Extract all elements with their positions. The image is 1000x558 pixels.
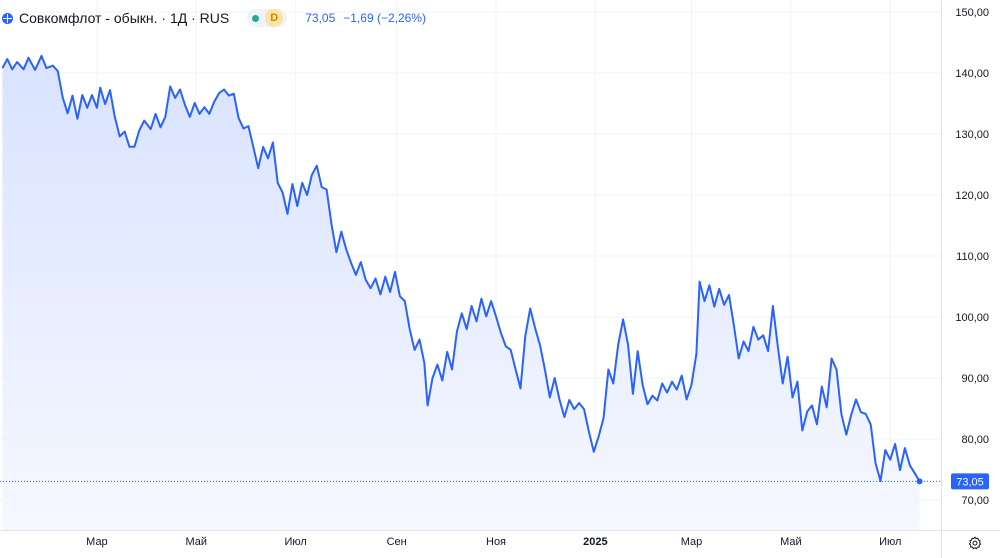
y-tick-label: 120,00 [955, 190, 989, 202]
price-change-value: −1,69 (−2,26%) [343, 11, 426, 25]
x-tick-label: Июл [284, 536, 306, 548]
x-tick-label: Мар [681, 536, 703, 548]
x-tick-label: Мар [86, 536, 108, 548]
time-axis[interactable]: Мар Май Июл Сен Ноя 2025 Мар Май Июл [0, 530, 1000, 549]
price-area-fill [2, 55, 920, 531]
delayed-data-icon: D [265, 9, 284, 27]
x-tick-label: Ноя [486, 536, 506, 548]
x-tick-label: Май [186, 536, 208, 548]
y-tick-label: 110,00 [956, 251, 989, 263]
gear-icon[interactable] [968, 536, 982, 550]
price-line-series[interactable] [1, 54, 921, 483]
quote-values: 73,05 −1,69 (−2,26%) [305, 11, 426, 25]
x-tick-label: Июл [879, 536, 901, 548]
x-tick-label: Сен [387, 536, 407, 548]
globe-icon[interactable] [2, 12, 13, 24]
y-tick-label: 80,00 [961, 434, 989, 446]
y-tick-label: 150,00 [955, 7, 989, 19]
x-tick-label: Май [780, 536, 802, 548]
svg-text:73,05: 73,05 [956, 476, 984, 488]
symbol-title[interactable]: Совкомфлот - обыкн. · 1Д · RUS [19, 10, 230, 26]
last-price-point[interactable] [916, 478, 923, 485]
market-status-badge[interactable]: D [247, 9, 288, 27]
y-tick-label: 100,00 [955, 312, 989, 324]
y-tick-label: 140,00 [955, 68, 989, 80]
market-open-dot-icon [252, 14, 260, 22]
y-tick-label: 130,00 [955, 129, 989, 141]
last-price-label: 73,05 [951, 473, 989, 490]
y-tick-label: 90,00 [961, 373, 989, 385]
symbol-legend: Совкомфлот - обыкн. · 1Д · RUS D 73,05 −1… [0, 7, 426, 29]
y-tick-label: 70,00 [961, 495, 989, 507]
x-tick-label: 2025 [583, 536, 607, 548]
price-axis[interactable]: 70,00 80,00 90,00 100,00 110,00 120,00 130,00 1… [941, 0, 990, 558]
last-price-value: 73,05 [305, 11, 336, 25]
